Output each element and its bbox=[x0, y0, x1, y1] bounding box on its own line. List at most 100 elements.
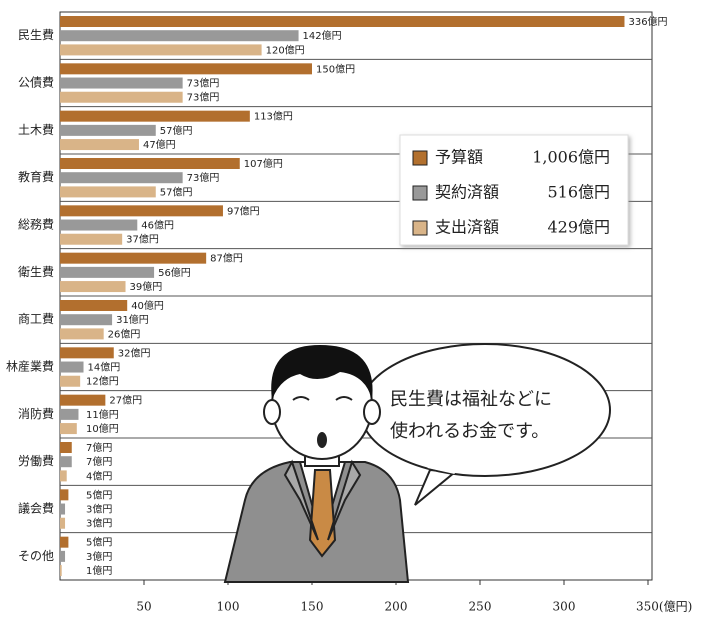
bar bbox=[60, 186, 156, 197]
value-label: 3億円 bbox=[86, 550, 112, 563]
category-label: 衛生費 bbox=[18, 264, 54, 279]
bar bbox=[60, 551, 65, 562]
value-label: 39億円 bbox=[130, 280, 163, 293]
value-label: 73億円 bbox=[187, 77, 220, 90]
value-label: 107億円 bbox=[244, 157, 283, 170]
bar bbox=[60, 111, 250, 122]
value-label: 5億円 bbox=[86, 488, 112, 501]
bar bbox=[60, 442, 72, 453]
value-label: 31億円 bbox=[116, 313, 149, 326]
value-label: 142億円 bbox=[303, 29, 342, 42]
category-label: 労働費 bbox=[18, 453, 54, 468]
bar bbox=[60, 253, 206, 264]
value-label: 73億円 bbox=[187, 171, 220, 184]
category-label: 民生費 bbox=[18, 27, 54, 42]
x-tick-label: 300 bbox=[553, 600, 576, 614]
legend-swatch bbox=[413, 151, 427, 165]
x-tick-label: 350(億円) bbox=[636, 600, 692, 614]
value-label: 57億円 bbox=[160, 185, 193, 198]
bar bbox=[60, 362, 84, 373]
legend-swatch bbox=[413, 221, 427, 235]
bar bbox=[60, 537, 68, 548]
legend-label: 契約済額 bbox=[435, 183, 499, 202]
value-label: 14億円 bbox=[88, 361, 121, 374]
bar bbox=[60, 30, 299, 41]
bar bbox=[60, 328, 104, 339]
legend-total: 516億円 bbox=[547, 183, 610, 202]
legend-swatch bbox=[413, 186, 427, 200]
mouth bbox=[317, 432, 327, 448]
value-label: 7億円 bbox=[86, 455, 112, 468]
value-label: 7億円 bbox=[86, 441, 112, 454]
bar bbox=[60, 267, 154, 278]
value-label: 11億円 bbox=[86, 408, 119, 421]
legend-total: 429億円 bbox=[547, 218, 610, 237]
value-label: 47億円 bbox=[143, 138, 176, 151]
value-label: 150億円 bbox=[316, 62, 355, 75]
bar bbox=[60, 158, 240, 169]
bubble-line: 使われるお金です。 bbox=[390, 421, 549, 442]
value-label: 4億円 bbox=[86, 469, 112, 482]
value-label: 87億円 bbox=[210, 252, 243, 265]
bar bbox=[60, 423, 77, 434]
legend-label: 支出済額 bbox=[435, 218, 499, 237]
value-label: 73億円 bbox=[187, 91, 220, 104]
category-label: 総務費 bbox=[18, 217, 54, 232]
bar bbox=[60, 205, 223, 216]
bar bbox=[60, 409, 78, 420]
bar bbox=[60, 281, 126, 292]
category-label: 議会費 bbox=[18, 501, 54, 516]
category-label: 消防費 bbox=[18, 406, 54, 421]
value-label: 97億円 bbox=[227, 204, 260, 217]
x-tick-label: 200 bbox=[385, 600, 408, 614]
bar bbox=[60, 470, 67, 481]
chart: 50100150200250300350(億円)民生費336億円142億円120… bbox=[0, 0, 712, 617]
value-label: 5億円 bbox=[86, 536, 112, 549]
category-label: 林産業費 bbox=[6, 359, 54, 374]
category-label: 公債費 bbox=[18, 75, 54, 90]
bar bbox=[60, 347, 114, 358]
bar bbox=[60, 139, 139, 150]
ear bbox=[364, 400, 380, 424]
category-label: 教育費 bbox=[18, 169, 54, 184]
x-tick-label: 100 bbox=[217, 600, 240, 614]
value-label: 57億円 bbox=[160, 124, 193, 137]
value-label: 37億円 bbox=[126, 233, 159, 246]
bar bbox=[60, 220, 137, 231]
value-label: 10億円 bbox=[86, 422, 119, 435]
bar bbox=[60, 63, 312, 74]
bar bbox=[60, 125, 156, 136]
bar bbox=[60, 44, 262, 55]
category-label: その他 bbox=[18, 549, 54, 563]
tie bbox=[310, 470, 335, 556]
x-tick-label: 150 bbox=[301, 600, 324, 614]
bar bbox=[60, 376, 80, 387]
value-label: 336億円 bbox=[628, 15, 667, 28]
category-label: 土木費 bbox=[18, 122, 54, 137]
value-label: 46億円 bbox=[141, 219, 174, 232]
bubble-line: 民生費は福祉などに bbox=[390, 389, 552, 410]
bar bbox=[60, 314, 112, 325]
bar bbox=[60, 456, 72, 467]
legend-label: 予算額 bbox=[435, 148, 483, 167]
bar bbox=[60, 92, 183, 103]
bar bbox=[60, 518, 65, 529]
bar bbox=[60, 565, 62, 576]
value-label: 56億円 bbox=[158, 266, 191, 279]
value-label: 113億円 bbox=[254, 110, 293, 123]
bar bbox=[60, 172, 183, 183]
value-label: 32億円 bbox=[118, 346, 151, 359]
x-tick-label: 50 bbox=[136, 600, 151, 614]
category-label: 商工費 bbox=[18, 311, 54, 326]
speech-bubble bbox=[360, 344, 610, 476]
bar bbox=[60, 234, 122, 245]
bar bbox=[60, 78, 183, 89]
bar bbox=[60, 16, 624, 27]
value-label: 27億円 bbox=[109, 394, 142, 407]
bar bbox=[60, 504, 65, 515]
bar bbox=[60, 300, 127, 311]
value-label: 26億円 bbox=[108, 327, 141, 340]
value-label: 1億円 bbox=[86, 564, 112, 577]
value-label: 120億円 bbox=[266, 43, 305, 56]
